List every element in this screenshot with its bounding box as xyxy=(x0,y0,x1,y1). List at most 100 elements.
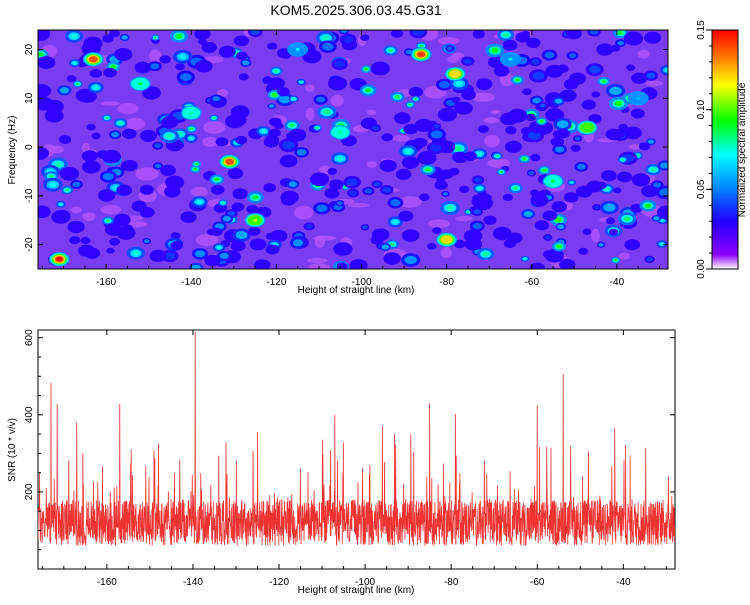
heatmap-cell xyxy=(106,247,115,254)
heatmap-cell xyxy=(618,123,628,131)
heatmap-cell xyxy=(576,163,586,170)
heatmap-cell xyxy=(142,86,161,100)
y-tick-label: -10 xyxy=(24,188,35,203)
heatmap-cell xyxy=(556,120,569,129)
heatmap-cell xyxy=(430,130,443,139)
heatmap-cell xyxy=(487,158,511,168)
heatmap-cell xyxy=(660,242,664,246)
x-tick-label: -80 xyxy=(439,277,454,288)
heatmap-cell xyxy=(89,69,103,78)
heatmap-cell xyxy=(75,88,95,103)
heatmap-cell xyxy=(453,239,466,249)
heatmap-cell xyxy=(113,213,131,226)
heatmap-cell xyxy=(604,187,610,191)
heatmap-cell xyxy=(664,68,668,72)
heatmap-cell xyxy=(100,204,122,215)
heatmap-cell xyxy=(370,235,384,245)
heatmap-cell xyxy=(644,31,662,44)
heatmap-cell xyxy=(528,131,541,140)
heatmap-cell xyxy=(104,223,123,236)
heatmap-cell xyxy=(653,182,662,188)
colorbar: 0.00 0.05 0.10 0.15 Normalized spectral amp… xyxy=(696,20,748,279)
heatmap-cell xyxy=(442,192,449,196)
heatmap-cell xyxy=(539,103,546,108)
heatmap-cell xyxy=(437,107,457,122)
heatmap-cell xyxy=(170,232,181,240)
heatmap-cell xyxy=(122,128,137,139)
heatmap-cell xyxy=(231,202,245,212)
x-tick-label: -160 xyxy=(96,277,116,288)
heatmap-cell xyxy=(483,215,497,225)
x-tick-label: -40 xyxy=(616,577,631,588)
heatmap-cell xyxy=(49,182,57,188)
heatmap-cell xyxy=(38,205,51,219)
heatmap-cell xyxy=(383,252,401,265)
heatmap-cell xyxy=(617,31,624,35)
heatmap-cell xyxy=(215,137,229,147)
heatmap-cell xyxy=(559,89,577,102)
heatmap-cell xyxy=(91,132,101,140)
heatmap-cell xyxy=(440,247,452,258)
heatmap-cell xyxy=(193,167,198,171)
heatmap-cell xyxy=(103,67,117,78)
heatmap-cell xyxy=(337,201,343,206)
heatmap-cell xyxy=(78,244,95,257)
heatmap-cell xyxy=(379,159,397,172)
heatmap-cell xyxy=(125,117,146,130)
heatmap-cell xyxy=(428,219,450,229)
heatmap-cell xyxy=(160,164,176,176)
heatmap-cell xyxy=(601,170,617,182)
heatmap-cell xyxy=(394,95,400,99)
heatmap-cell xyxy=(59,203,63,206)
heatmap-cell xyxy=(170,241,183,250)
heatmap-cell xyxy=(451,96,461,103)
heatmap-cell xyxy=(525,113,536,122)
heatmap-cell xyxy=(512,186,519,190)
heatmap-cell xyxy=(392,135,410,142)
heatmap-cell xyxy=(539,119,544,123)
heatmap-peak xyxy=(138,82,143,86)
heatmap-cell xyxy=(544,235,551,240)
heatmap-cell xyxy=(277,87,290,97)
heatmap-cell xyxy=(180,211,197,223)
heatmap-cell xyxy=(413,137,428,148)
heatmap-cell xyxy=(605,128,622,141)
heatmap-cell xyxy=(603,203,616,212)
heatmap-cell xyxy=(631,173,651,187)
heatmap-cell xyxy=(102,34,114,43)
heatmap-cell xyxy=(653,216,660,221)
heatmap-cell xyxy=(173,141,185,150)
heatmap-cell xyxy=(630,203,643,213)
heatmap-cell xyxy=(131,200,147,212)
heatmap-cell xyxy=(477,125,489,133)
heatmap-cell xyxy=(530,193,549,207)
heatmap-peak xyxy=(253,218,258,222)
heatmap-cell xyxy=(242,60,250,66)
heatmap-cell xyxy=(522,88,532,96)
heatmap-cell xyxy=(589,30,599,35)
heatmap-cell xyxy=(626,64,636,71)
heatmap-cell xyxy=(268,128,281,138)
heatmap-cell xyxy=(195,59,213,73)
x-tick-label: -140 xyxy=(183,577,203,588)
x-tick-label: -140 xyxy=(181,277,201,288)
heatmap-cell xyxy=(82,212,96,222)
heatmap-cell xyxy=(207,228,217,236)
heatmap-cell xyxy=(495,154,500,158)
heatmap-cell xyxy=(235,231,248,240)
heatmap-cell xyxy=(570,144,581,152)
heatmap-cell xyxy=(314,235,325,249)
heatmap-cell xyxy=(473,209,481,215)
colorbar-tick-label: 0.15 xyxy=(696,20,707,40)
heatmap-cell xyxy=(412,30,425,36)
heatmap-cell xyxy=(191,264,201,269)
heatmap-cell xyxy=(650,167,657,172)
heatmap-cell xyxy=(164,252,176,260)
x-tick-label: -100 xyxy=(352,277,372,288)
heatmap-cell xyxy=(523,257,527,260)
heatmap-cell xyxy=(552,130,563,138)
heatmap-cell xyxy=(165,133,173,139)
y-tick-label: 0 xyxy=(24,144,35,150)
heatmap-cell xyxy=(188,136,194,140)
heatmap-cell xyxy=(132,250,140,256)
